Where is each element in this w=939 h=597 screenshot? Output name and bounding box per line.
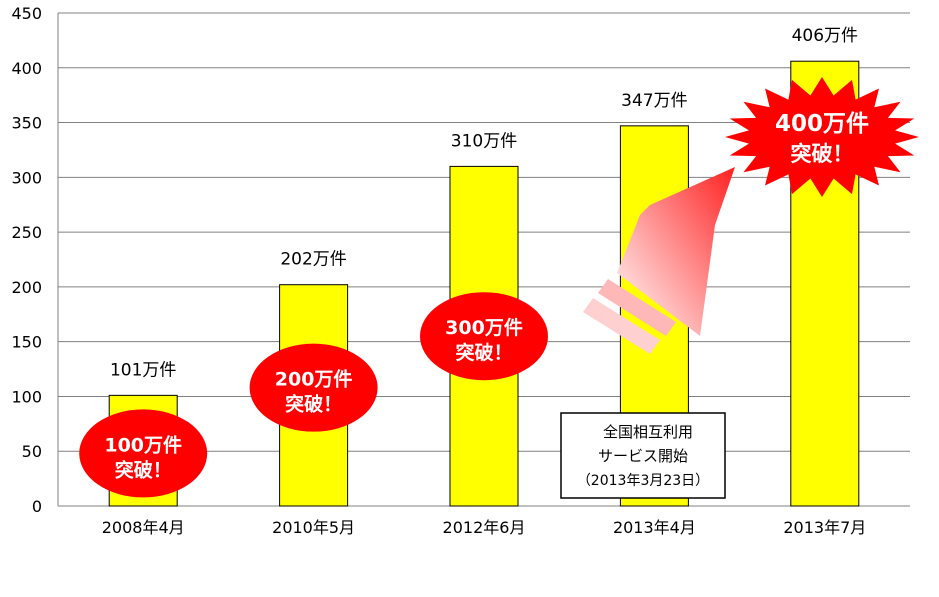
arrow-stripe [583,298,660,354]
arrow-stripe [598,279,676,336]
milestone-text: 突破！ [115,458,172,481]
milestone-count: 300万件 [445,316,523,339]
arrow-body [617,167,735,336]
y-tick-label: 350 [11,114,42,133]
milestone-text: 突破！ [455,341,512,364]
y-tick-label: 200 [11,278,42,297]
star-burst-count: 400万件 [775,111,869,137]
note-line: サービス開始 [598,447,688,465]
data-label: 347万件 [621,91,687,111]
x-tick-label: 2012年6月 [443,518,526,537]
y-tick-label: 450 [11,4,42,23]
x-tick-label: 2013年4月 [613,518,696,537]
milestone-oval [79,409,208,498]
y-tick-label: 0 [32,497,42,516]
growth-arrow [583,167,735,354]
x-tick-label: 2013年7月 [783,518,866,537]
y-tick-label: 250 [11,223,42,242]
note-box [560,412,726,499]
x-tick-label: 2008年4月 [102,518,185,537]
milestone-count: 200万件 [275,368,353,391]
data-label: 101万件 [110,360,176,380]
data-label: 406万件 [792,26,858,46]
note-line: 全国相互利用 [603,423,693,441]
y-tick-label: 100 [11,387,42,406]
y-tick-label: 400 [11,59,42,78]
y-tick-label: 300 [11,168,42,187]
milestone-oval [249,343,378,432]
note-line: （2013年3月23日） [577,473,709,489]
data-label: 202万件 [280,250,346,270]
x-tick-label: 2010年5月 [272,518,355,537]
star-burst-text: 突破！ [791,142,854,166]
star-burst-shape [725,77,919,197]
y-tick-label: 50 [22,442,42,461]
milestone-oval [420,292,548,381]
milestone-count: 100万件 [104,433,182,456]
data-label: 310万件 [451,131,517,151]
milestone-text: 突破！ [285,393,342,416]
y-tick-label: 150 [11,333,42,352]
